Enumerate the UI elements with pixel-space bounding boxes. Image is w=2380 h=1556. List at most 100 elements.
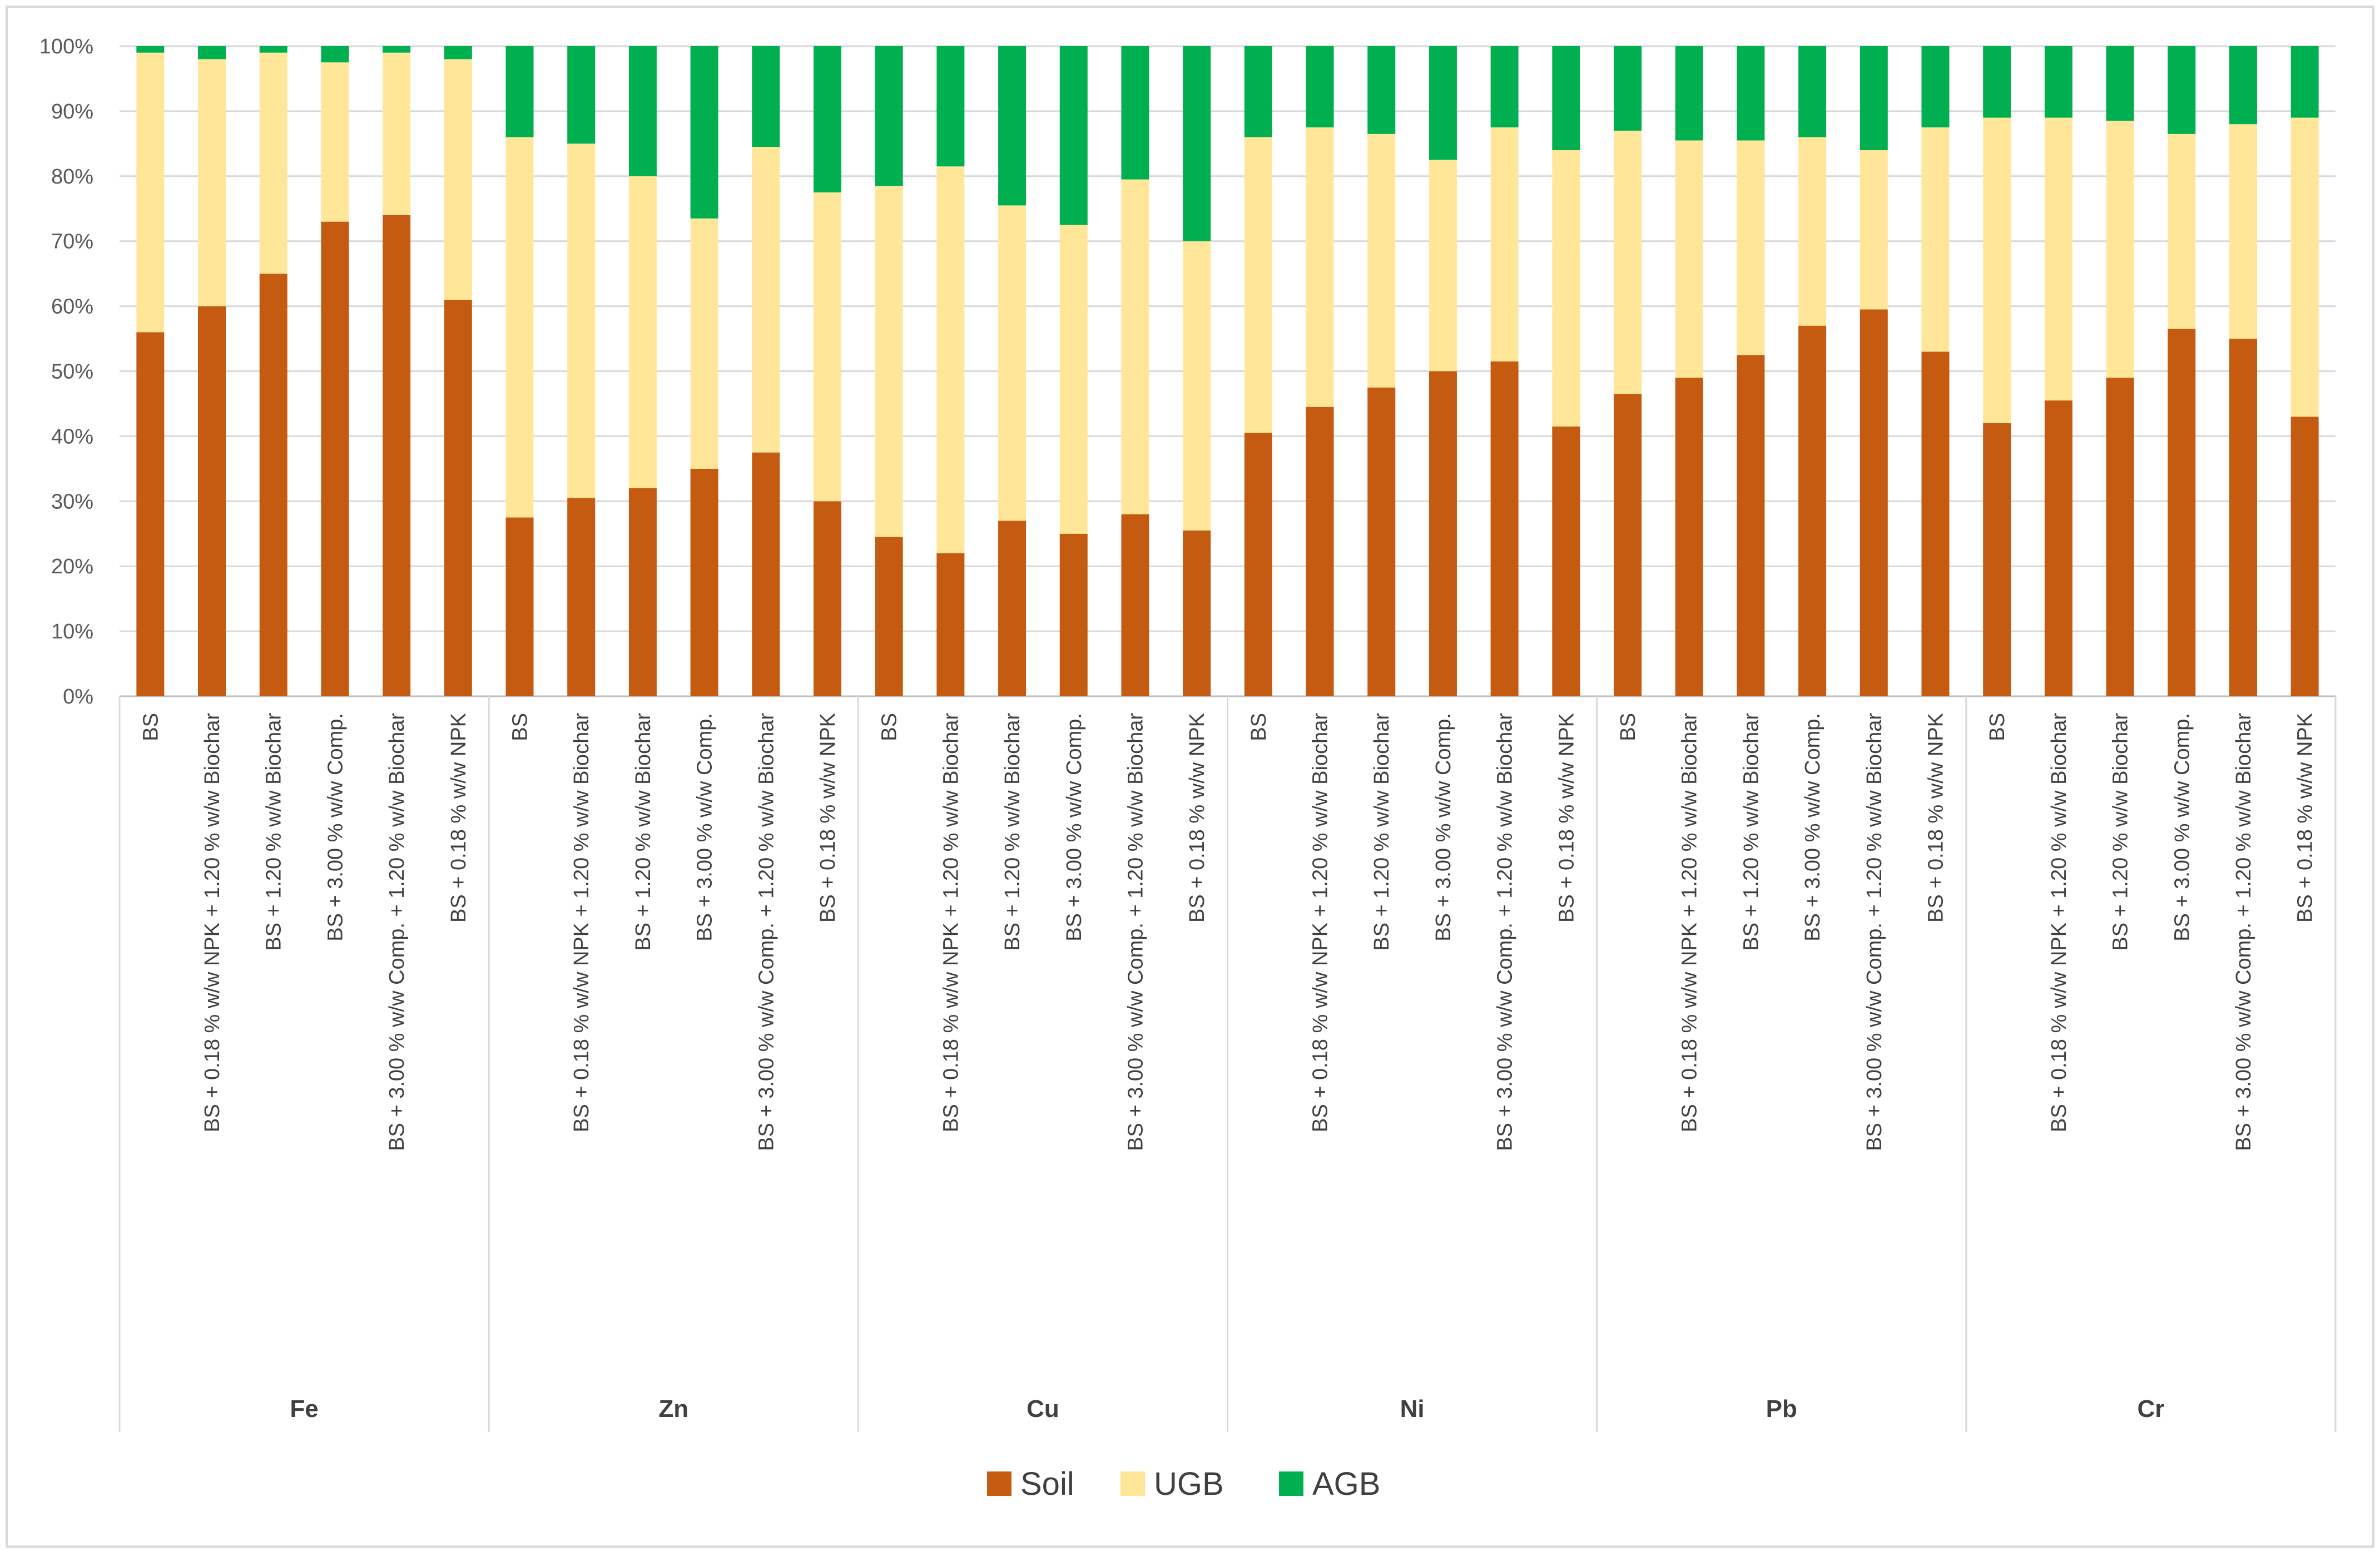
bar-soil-zn-5 (752, 452, 780, 696)
bar-soil-ni-6 (1552, 426, 1580, 696)
category-label: BS + 1.20 % w/w Biochar (632, 713, 655, 951)
bar-soil-cr-6 (2290, 417, 2319, 696)
y-tick-label: 90% (51, 100, 93, 123)
bar-ugb-zn-4 (690, 218, 718, 469)
bar-agb-ni-1 (1244, 46, 1272, 137)
bar-agb-fe-5 (383, 46, 411, 53)
bar-ugb-cr-2 (2044, 117, 2072, 401)
category-label: BS (139, 713, 162, 741)
y-tick-label: 70% (51, 230, 93, 254)
bar-soil-pb-3 (1737, 355, 1765, 696)
bar-soil-zn-2 (567, 498, 596, 696)
legend-swatch-ugb (1120, 1471, 1145, 1496)
bar-ugb-ni-1 (1244, 137, 1272, 433)
y-tick-label: 50% (51, 360, 93, 384)
category-label: BS (878, 713, 901, 741)
bar-ugb-cr-3 (2106, 121, 2134, 378)
bar-agb-cu-3 (998, 46, 1027, 206)
category-label: BS + 0.18 % w/w NPK (1555, 713, 1578, 923)
bar-agb-fe-4 (321, 46, 349, 63)
bar-ugb-zn-3 (628, 176, 657, 488)
category-label: BS + 3.00 % w/w Comp. (324, 713, 347, 941)
category-label: BS + 3.00 % w/w Comp. (1063, 713, 1086, 941)
bar-soil-cu-1 (875, 537, 903, 696)
bar-agb-cu-1 (875, 46, 903, 186)
bar-ugb-zn-1 (505, 137, 534, 518)
bar-ugb-fe-2 (198, 59, 226, 306)
bar-ugb-cr-1 (1983, 117, 2011, 424)
category-label: BS + 3.00 % w/w Comp. + 1.20 % w/w Bioch… (2232, 713, 2255, 1151)
bar-agb-fe-1 (136, 46, 165, 53)
bar-agb-cr-4 (2168, 46, 2196, 134)
y-tick-label: 60% (51, 295, 93, 319)
bar-ugb-ni-5 (1490, 127, 1519, 361)
bar-ugb-cu-3 (998, 205, 1027, 521)
category-label: BS + 1.20 % w/w Biochar (1370, 713, 1394, 951)
bar-agb-ni-5 (1490, 46, 1519, 128)
bar-agb-cr-1 (1983, 46, 2011, 118)
bar-ugb-pb-1 (1614, 130, 1642, 394)
bar-soil-fe-1 (136, 332, 165, 696)
bar-agb-pb-2 (1675, 46, 1703, 141)
category-label: BS + 0.18 % w/w NPK (2294, 713, 2317, 923)
bar-ugb-pb-4 (1798, 137, 1827, 326)
bar-soil-ni-5 (1490, 361, 1519, 696)
category-label: BS + 1.20 % w/w Biochar (1739, 713, 1763, 951)
bar-soil-fe-5 (383, 215, 411, 696)
y-tick-label: 10% (51, 620, 93, 643)
bar-soil-zn-6 (813, 501, 841, 696)
bar-agb-pb-4 (1798, 46, 1827, 137)
category-label: BS + 0.18 % w/w NPK + 1.20 % w/w Biochar (1309, 713, 1332, 1132)
category-label: BS + 3.00 % w/w Comp. (2170, 713, 2194, 941)
bar-agb-ni-3 (1367, 46, 1396, 134)
bar-ugb-fe-4 (321, 62, 349, 222)
bar-soil-pb-6 (1921, 351, 1950, 696)
category-label: BS + 1.20 % w/w Biochar (2109, 713, 2133, 951)
bar-soil-fe-6 (444, 299, 472, 696)
bar-agb-cr-5 (2229, 46, 2257, 125)
bar-soil-fe-3 (259, 274, 287, 696)
group-label-pb: Pb (1766, 1395, 1797, 1423)
bar-ugb-ni-3 (1367, 133, 1396, 388)
bar-agb-fe-6 (444, 46, 472, 60)
category-label: BS + 3.00 % w/w Comp. + 1.20 % w/w Bioch… (1863, 713, 1886, 1151)
legend-swatch-soil (987, 1471, 1012, 1496)
bar-ugb-pb-6 (1921, 127, 1950, 352)
bar-ugb-cr-4 (2168, 133, 2196, 329)
bar-ugb-fe-6 (444, 59, 472, 300)
group-label-fe: Fe (290, 1395, 318, 1423)
category-label: BS + 3.00 % w/w Comp. + 1.20 % w/w Bioch… (1124, 713, 1147, 1151)
bar-agb-zn-2 (567, 46, 596, 144)
bar-ugb-cr-6 (2290, 117, 2319, 417)
y-tick-label: 30% (51, 490, 93, 513)
category-label: BS + 0.18 % w/w NPK (1924, 713, 1947, 923)
bar-agb-zn-3 (628, 46, 657, 176)
bar-agb-cr-2 (2044, 46, 2072, 118)
bar-soil-cr-5 (2229, 339, 2257, 696)
category-label: BS + 0.18 % w/w NPK + 1.20 % w/w Biochar (1678, 713, 1702, 1132)
category-label: BS (509, 713, 532, 741)
legend-swatch-agb (1279, 1471, 1303, 1496)
bar-agb-zn-6 (813, 46, 841, 193)
bar-soil-ni-2 (1306, 407, 1334, 696)
category-label: BS + 1.20 % w/w Biochar (262, 713, 286, 951)
bar-agb-fe-3 (259, 46, 287, 53)
bar-soil-zn-3 (628, 488, 657, 696)
y-tick-label: 100% (39, 35, 93, 58)
category-label: BS (1247, 713, 1271, 741)
bar-soil-cu-5 (1121, 514, 1149, 696)
bar-soil-pb-2 (1675, 378, 1703, 696)
group-label-ni: Ni (1400, 1395, 1425, 1423)
bar-soil-cu-6 (1183, 530, 1211, 696)
bar-ugb-fe-5 (383, 52, 411, 215)
bar-ugb-ni-2 (1306, 127, 1334, 407)
bar-ugb-zn-6 (813, 192, 841, 502)
bar-ugb-pb-3 (1737, 140, 1765, 355)
bar-soil-ni-1 (1244, 433, 1272, 696)
bar-agb-cu-4 (1059, 46, 1088, 225)
bar-soil-cu-3 (998, 521, 1027, 696)
category-label: BS + 0.18 % w/w NPK (816, 713, 840, 923)
group-label-cr: Cr (2137, 1395, 2164, 1423)
bar-agb-ni-2 (1306, 46, 1334, 128)
